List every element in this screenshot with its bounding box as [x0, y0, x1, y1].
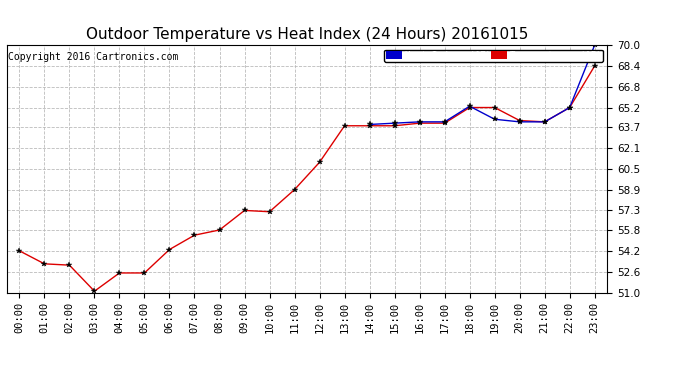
- Legend: Heat Index  (°F), Temperature  (°F): Heat Index (°F), Temperature (°F): [384, 50, 602, 62]
- Title: Outdoor Temperature vs Heat Index (24 Hours) 20161015: Outdoor Temperature vs Heat Index (24 Ho…: [86, 27, 529, 42]
- Text: Copyright 2016 Cartronics.com: Copyright 2016 Cartronics.com: [8, 53, 179, 62]
